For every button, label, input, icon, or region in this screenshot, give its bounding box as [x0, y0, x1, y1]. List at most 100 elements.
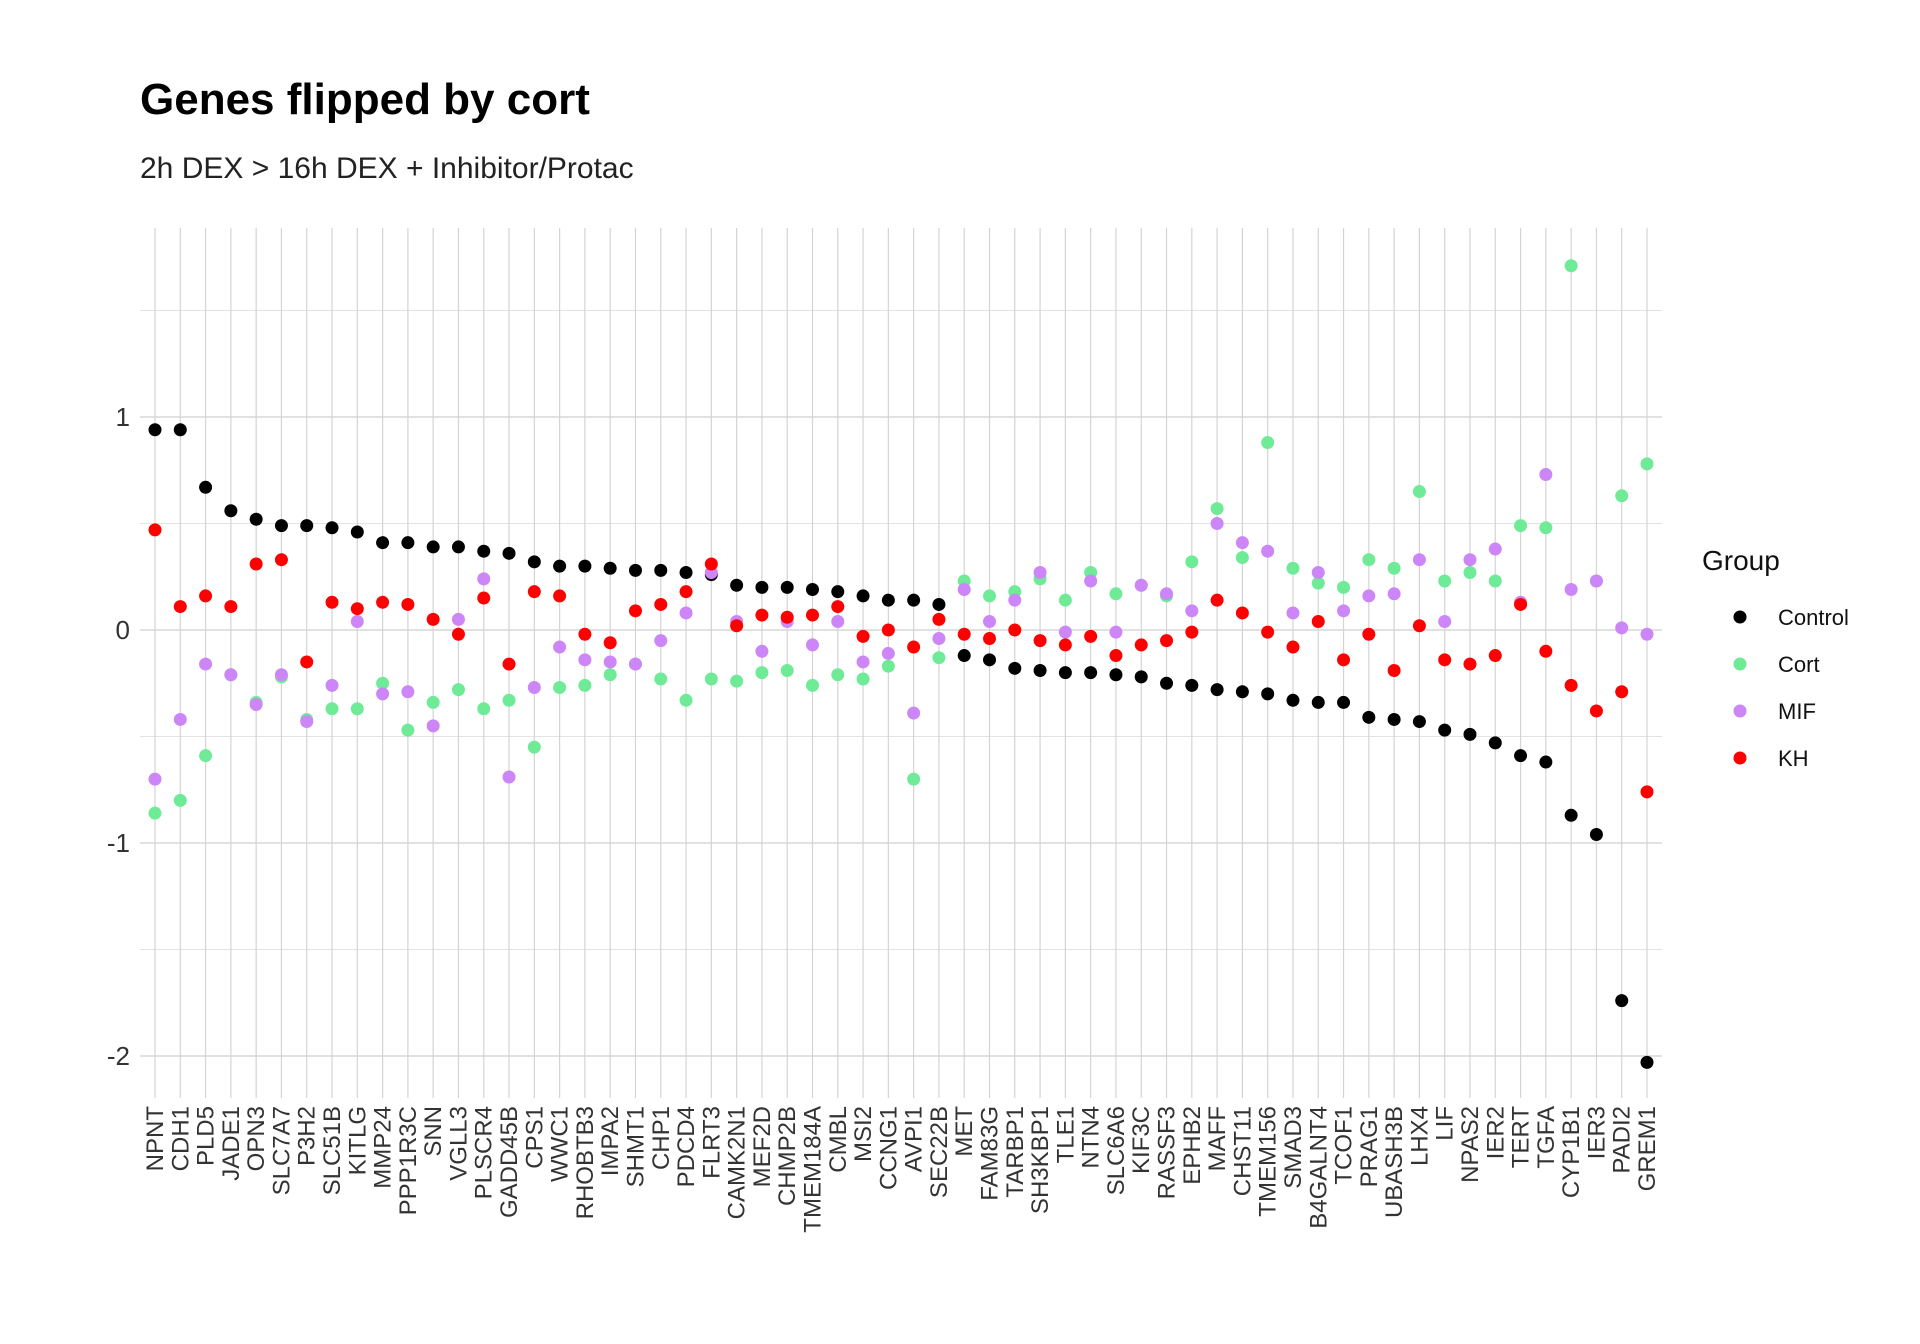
- x-tick-label: AVPI1: [901, 1106, 928, 1172]
- point-cort: [755, 666, 769, 680]
- point-mif: [1488, 542, 1502, 556]
- point-kh: [1514, 597, 1528, 611]
- point-control: [730, 578, 744, 592]
- point-cort: [451, 683, 465, 697]
- point-kh: [983, 632, 997, 646]
- point-control: [1058, 666, 1072, 680]
- point-cort: [603, 668, 617, 682]
- point-control: [1337, 695, 1351, 709]
- point-mif: [1438, 614, 1452, 628]
- point-mif: [1109, 625, 1123, 639]
- series-control: [148, 423, 1654, 1069]
- point-kh: [1539, 644, 1553, 658]
- point-kh: [502, 657, 516, 671]
- y-tick-label: 0: [116, 615, 130, 645]
- point-control: [527, 555, 541, 569]
- point-kh: [1210, 593, 1224, 607]
- legend-key-control: [1733, 610, 1747, 624]
- point-kh: [148, 523, 162, 537]
- point-cort: [805, 678, 819, 692]
- x-tick-label: GREM1: [1634, 1106, 1661, 1191]
- point-cort: [527, 740, 541, 754]
- point-kh: [881, 623, 895, 637]
- point-mif: [603, 655, 617, 669]
- x-tick-label: MAFF: [1204, 1106, 1231, 1171]
- x-tick-label: GADD45B: [496, 1106, 523, 1218]
- legend-key-mif: [1733, 704, 1747, 718]
- point-control: [325, 521, 339, 535]
- point-control: [1362, 710, 1376, 724]
- point-cort: [1488, 574, 1502, 588]
- point-mif: [983, 614, 997, 628]
- x-tick-label: CAMK2N1: [724, 1106, 751, 1219]
- point-mif: [1058, 625, 1072, 639]
- x-tick-label: MMP24: [370, 1106, 397, 1189]
- point-kh: [578, 627, 592, 641]
- x-tick-label: IER3: [1583, 1106, 1610, 1159]
- point-kh: [300, 655, 314, 669]
- point-mif: [527, 681, 541, 695]
- point-kh: [628, 604, 642, 618]
- point-cort: [1514, 519, 1528, 533]
- point-control: [1438, 723, 1452, 737]
- point-cort: [1362, 553, 1376, 567]
- point-kh: [603, 636, 617, 650]
- point-control: [350, 525, 364, 539]
- point-mif: [1033, 565, 1047, 579]
- point-cort: [1058, 593, 1072, 607]
- point-kh: [856, 629, 870, 643]
- chart-subtitle: 2h DEX > 16h DEX + Inhibitor/Protac: [140, 152, 634, 185]
- point-kh: [527, 585, 541, 599]
- x-tick-label: SEC22B: [926, 1106, 953, 1198]
- point-cort: [1337, 580, 1351, 594]
- point-cort: [325, 702, 339, 716]
- point-cort: [173, 793, 187, 807]
- point-kh: [274, 553, 288, 567]
- point-kh: [1084, 629, 1098, 643]
- point-kh: [1337, 653, 1351, 667]
- point-control: [1589, 827, 1603, 841]
- point-control: [1514, 749, 1528, 763]
- point-cort: [1539, 521, 1553, 535]
- point-cort: [780, 663, 794, 677]
- point-cort: [426, 695, 440, 709]
- point-cort: [654, 672, 668, 686]
- point-cort: [932, 651, 946, 665]
- point-mif: [426, 719, 440, 733]
- point-control: [578, 559, 592, 573]
- x-tick-label: PLSCR4: [471, 1106, 498, 1199]
- x-tick-label: NPNT: [142, 1106, 169, 1172]
- point-kh: [1589, 704, 1603, 718]
- point-mif: [1387, 587, 1401, 601]
- point-mif: [199, 657, 213, 671]
- point-mif: [148, 772, 162, 786]
- point-control: [1488, 736, 1502, 750]
- x-tick-label: SH3KBP1: [1027, 1106, 1054, 1214]
- point-control: [654, 563, 668, 577]
- point-cort: [1311, 576, 1325, 590]
- y-tick-label: 1: [116, 402, 130, 432]
- x-tick-label: P3H2: [294, 1106, 321, 1166]
- point-kh: [1564, 678, 1578, 692]
- legend-key-kh: [1733, 751, 1747, 765]
- point-mif: [553, 640, 567, 654]
- point-cort: [578, 678, 592, 692]
- point-kh: [376, 595, 390, 609]
- point-control: [199, 480, 213, 494]
- point-control: [148, 423, 162, 437]
- point-mif: [1008, 593, 1022, 607]
- x-tick-label: TGFA: [1533, 1106, 1560, 1169]
- point-kh: [1033, 634, 1047, 648]
- point-mif: [350, 614, 364, 628]
- point-mif: [856, 655, 870, 669]
- x-tick-label: MSI2: [850, 1106, 877, 1162]
- legend-title: Group: [1702, 545, 1780, 576]
- point-cort: [401, 723, 415, 737]
- point-kh: [654, 597, 668, 611]
- point-kh: [755, 608, 769, 622]
- point-mif: [679, 606, 693, 620]
- point-cort: [1286, 561, 1300, 575]
- legend-label-mif: MIF: [1778, 699, 1816, 724]
- point-cort: [679, 693, 693, 707]
- point-cort: [1210, 502, 1224, 516]
